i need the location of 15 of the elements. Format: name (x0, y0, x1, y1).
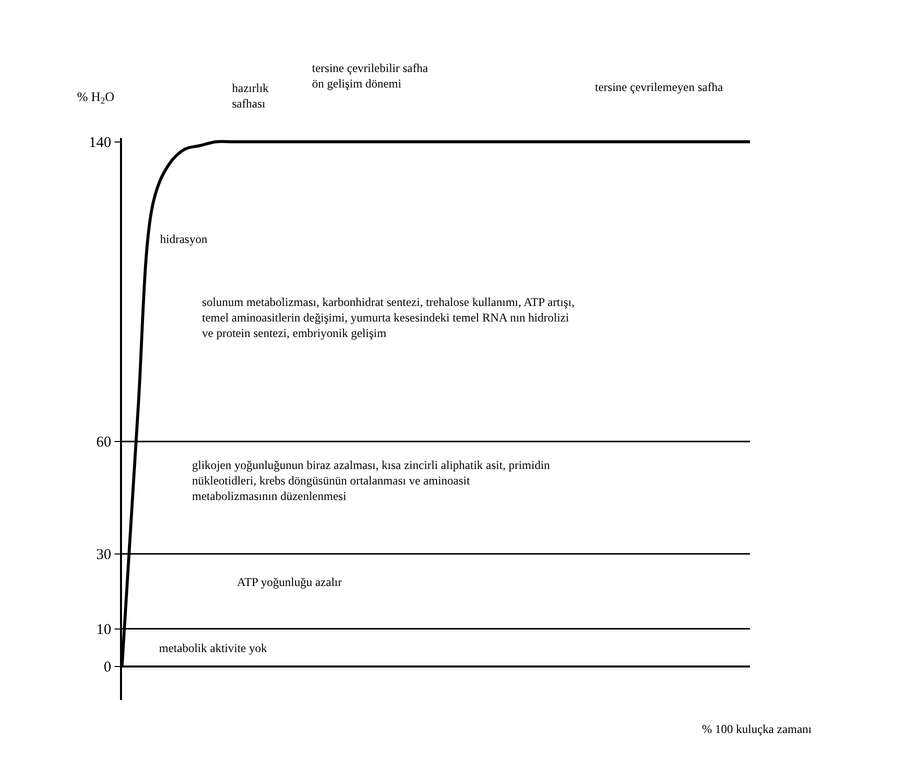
y-tick-label: 0 (104, 660, 112, 676)
annotation: hidrasyon (160, 232, 208, 246)
annotation: glikojen yoğunluğunun biraz azalması, kısa zincirli aliphatik asit, primidin nükleotidleri, krebs döngüsünün ortalanması ve aminoasit metabolizmasının düzenlenmesi (192, 458, 550, 504)
y-tick-label: 10 (96, 622, 112, 638)
y-axis-title: % H$_{2}$O (77, 89, 114, 106)
y-tick-label: 30 (96, 547, 112, 564)
text: tersine çevrilebilir safha ön gelişim dönemi (312, 61, 429, 91)
y-tick-label: 140 (88, 135, 112, 151)
y-tick-label: 60 (96, 434, 112, 451)
annotation: metabolik aktivite yok (159, 641, 267, 655)
text: hazırlık safhası (232, 81, 269, 111)
x-axis-title: % 100 kuluçka zamanı (702, 722, 812, 736)
annotation: solunum metabolizması, karbonhidrat sentezi, trehalose kullanımı, ATP artışı, temel aminoasitlerin değişimi, yumurta kesesindeki temel RNA nın hidrolizi ve protein sentezi, embriyonik gelişim (202, 295, 574, 340)
text: tersine çevrilemeyen safha (595, 80, 724, 94)
annotation: ATP yoğunluğu azalır (237, 575, 342, 589)
